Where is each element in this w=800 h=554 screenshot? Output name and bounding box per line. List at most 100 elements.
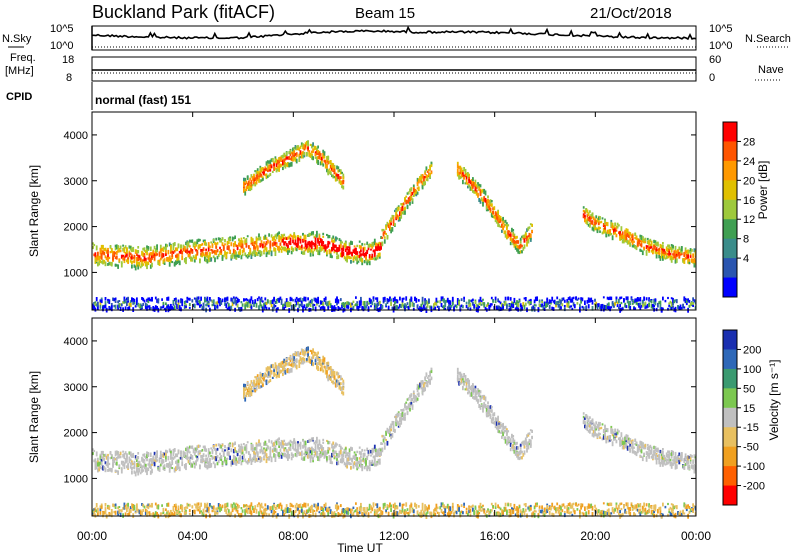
power-echo-cell [495,220,498,224]
velocity-echo-cell [183,506,186,511]
velocity-echo-cell [124,451,127,455]
power-echo-cell [196,251,199,256]
velocity-echo-cell [641,505,644,510]
power-echo-cell [357,260,360,263]
velocity-echo-cell [519,513,522,518]
power-echo-cell [187,242,190,247]
velocity-echo-cell [299,509,302,513]
velocity-echo-cell [230,503,233,508]
velocity-echo-cell [253,451,255,454]
power-echo-cell [371,253,374,259]
power-echo-cell [253,176,255,181]
power-echo-cell [149,299,152,302]
velocity-echo-cell [142,465,145,468]
velocity-echo-cell [467,512,469,517]
power-echo-cell [353,249,356,254]
power-echo-cell [678,306,681,310]
power-echo-cell [433,307,435,311]
velocity-echo-cell [246,505,249,508]
power-echo-cell [215,305,218,309]
power-echo-cell [634,245,637,249]
velocity-echo-cell [250,502,253,507]
power-echo-cell [329,250,332,254]
power-echo-cell [366,259,369,263]
power-echo-cell [288,302,291,307]
velocity-echo-cell [193,447,196,452]
velocity-echo-cell [192,510,195,514]
power-echo-cell [290,304,293,310]
power-echo-cell [678,253,681,259]
power-echo-cell [591,221,594,225]
velocity-echo-cell [107,459,109,464]
velocity-echo-cell [577,503,580,506]
power-echo-cell [613,231,615,235]
power-echo-cell [375,242,377,247]
power-echo-cell [300,244,303,250]
power-echo-cell [246,299,249,302]
velocity-echo-cell [662,502,664,507]
velocity-echo-cell [195,503,197,509]
power-echo-cell [499,225,502,228]
power-echo-cell [372,257,375,260]
velocity-echo-cell [148,511,151,517]
power-echo-cell [497,219,499,224]
power-echo-cell [371,245,374,249]
power-echo-cell [236,303,239,308]
power-echo-cell [527,226,530,230]
power-echo-cell [244,177,247,182]
velocity-echo-cell [93,459,96,463]
velocity-echo-cell [591,505,594,511]
power-echo-cell [255,302,258,308]
power-echo-cell [519,239,522,244]
velocity-echo-cell [172,513,175,516]
power-echo-cell [355,247,357,253]
power-echo-cell [387,223,390,226]
velocity-echo-cell [177,509,180,515]
velocity-echo-cell [144,468,147,473]
power-echo-cell [625,231,628,236]
power-echo-cell [187,253,190,258]
velocity-echo-cell [229,455,231,460]
power-echo-cell [235,251,238,256]
power-echo-cell [268,165,270,170]
velocity-echo-cell [356,509,359,513]
power-echo-cell [346,254,348,257]
power-echo-cell [394,296,396,301]
power-echo-cell [516,306,518,311]
power-echo-cell [343,255,346,260]
power-echo-cell [318,155,321,160]
velocity-echo-cell [595,507,598,513]
velocity-echo-cell [436,511,439,514]
power-echo-cell [279,163,282,168]
velocity-echo-cell [401,503,404,509]
power-echo-cell [629,305,632,310]
velocity-echo-cell [275,504,278,510]
power-echo-cell [279,158,282,162]
power-echo-cell [339,241,342,245]
power-echo-cell [316,248,318,252]
velocity-echo-cell [115,450,118,456]
velocity-echo-cell [484,512,487,517]
velocity-echo-cell [183,510,186,515]
power-echo-cell [129,259,132,263]
power-echo-cell [429,166,431,171]
velocity-echo-cell [175,460,177,464]
velocity-echo-cell [240,461,243,466]
power-echo-cell [506,225,508,230]
velocity-echo-cell [185,465,187,471]
power-echo-cell [124,255,127,258]
power-echo-cell [238,242,240,247]
velocity-echo-cell [251,444,254,449]
velocity-echo-cell [630,502,633,505]
velocity-echo-cell [141,469,143,473]
power-echo-cell [498,216,501,219]
power-echo-cell [264,168,267,171]
velocity-echo-cell [131,470,133,475]
power-echo-cell [339,172,342,175]
power-echo-cell [283,158,286,161]
power-echo-cell [371,242,374,247]
power-echo-cell [316,158,318,164]
power-echo-cell [649,238,652,242]
power-echo-cell [136,261,138,264]
velocity-echo-cell [241,455,244,460]
